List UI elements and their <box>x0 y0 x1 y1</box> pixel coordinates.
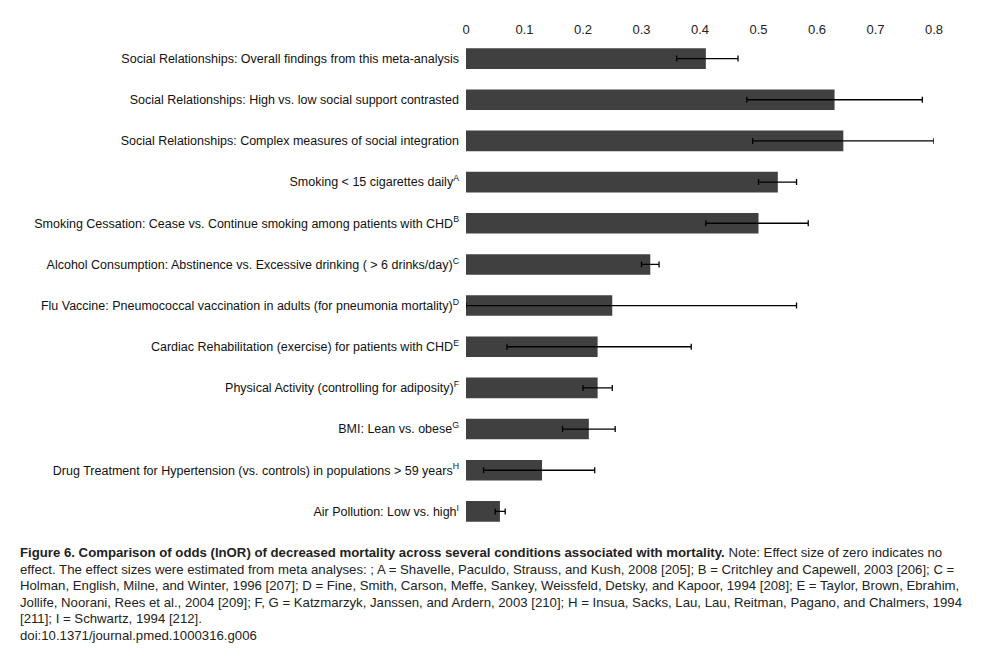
svg-text:Cardiac Rehabilitation (exerci: Cardiac Rehabilitation (exercise) for pa… <box>151 338 459 354</box>
svg-text:Smoking < 15 cigarettes daily​: Smoking < 15 cigarettes daily​A​ <box>290 173 460 189</box>
svg-text:Drug Treatment for Hypertensio: Drug Treatment for Hypertension (vs. con… <box>53 461 459 477</box>
svg-text:0.7: 0.7 <box>866 22 884 37</box>
svg-text:Alcohol Consumption: Abstinenc: Alcohol Consumption: Abstinence vs. Exce… <box>47 256 459 272</box>
svg-text:0.3: 0.3 <box>632 22 650 37</box>
svg-text:BMI: Lean vs. obese​G​: BMI: Lean vs. obese​G​ <box>338 420 459 436</box>
svg-text:0.4: 0.4 <box>691 22 709 37</box>
svg-text:Air Pollution: Low vs. high​I​: Air Pollution: Low vs. high​I​ <box>313 503 459 519</box>
svg-text:0.6: 0.6 <box>808 22 826 37</box>
svg-text:0.5: 0.5 <box>749 22 767 37</box>
svg-text:0.1: 0.1 <box>515 22 533 37</box>
svg-text:Physical Activity (controlling: Physical Activity (controlling for adipo… <box>225 379 459 395</box>
svg-text:0: 0 <box>462 22 469 37</box>
svg-text:Smoking Cessation: Cease vs. C: Smoking Cessation: Cease vs. Continue sm… <box>34 214 459 230</box>
svg-text:Flu Vaccine: Pneumococcal vacc: Flu Vaccine: Pneumococcal vaccination in… <box>41 297 459 313</box>
svg-text:0.8: 0.8 <box>925 22 943 37</box>
html-text:doi:10.1371/journal.pmed.10003: doi:10.1371/journal.pmed.1000316.g006 <box>20 627 257 643</box>
svg-text:Social Relationships: Overall: Social Relationships: Overall findings f… <box>121 52 459 66</box>
svg-text:Social Relationships: High vs.: Social Relationships: High vs. low socia… <box>130 93 459 107</box>
svg-text:0.2: 0.2 <box>574 22 592 37</box>
html-text:Figure 6. Comparison of odds (: Figure 6. Comparison of odds (lnOR) of d… <box>20 545 962 626</box>
svg-text:Social Relationships: Complex: Social Relationships: Complex measures o… <box>121 134 459 148</box>
